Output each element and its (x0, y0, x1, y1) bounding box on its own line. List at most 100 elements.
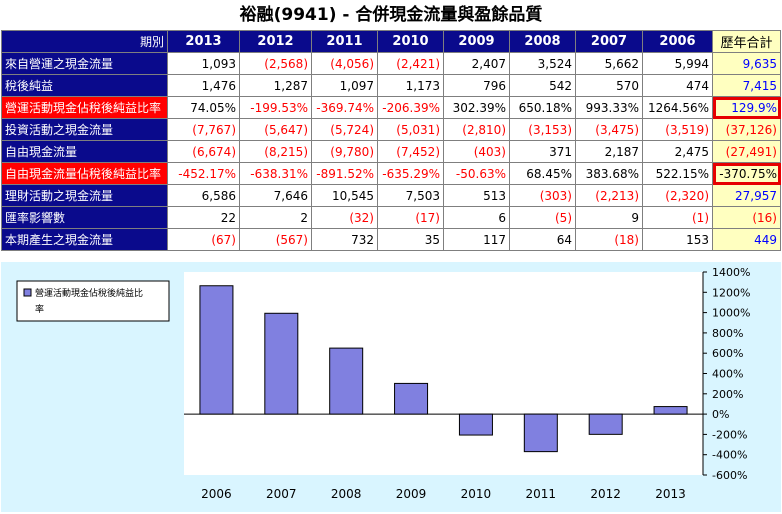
table-cell: 5,994 (642, 52, 713, 75)
row-label: 理財活動之現金流量 (1, 184, 168, 207)
table-cell: (5,647) (239, 118, 312, 141)
table-cell: 6 (443, 206, 510, 229)
chart-panel: 1400% 1200% 1000% 800% 600% 400% 200% 0% -200% -4… (1, 262, 781, 512)
table-cell: (8,215) (239, 140, 312, 163)
table-cell: (2,213) (575, 184, 643, 207)
table-cell: -369.74% (311, 96, 378, 119)
table-cell: (6,674) (167, 140, 240, 163)
table-cell: 117 (443, 228, 510, 251)
table-cell: 5,662 (575, 52, 643, 75)
page-title: 裕融(9941) - 合併現金流量與盈餘品質 (239, 5, 543, 25)
table-cell: 1,476 (167, 74, 240, 97)
total-cell: (27,491) (712, 140, 781, 163)
table-row: 營運活動現金佔稅後純益比率 74.05% -199.53% -369.74% -206.… (1, 96, 781, 119)
row-label: 匯率影響數 (1, 206, 168, 229)
table-cell: (2,568) (239, 52, 312, 75)
total-cell: 9,635 (712, 52, 781, 75)
table-cell: (67) (167, 228, 240, 251)
legend-box (16, 280, 170, 322)
table-cell: 2 (239, 206, 312, 229)
table-cell: 474 (642, 74, 713, 97)
table-cell: (3,153) (509, 118, 576, 141)
table-cell: 6,586 (167, 184, 240, 207)
table-cell: 7,503 (377, 184, 444, 207)
x-tick-label: 2009 (396, 487, 427, 501)
x-tick-label: 2010 (461, 487, 492, 501)
row-label: 稅後純益 (1, 74, 168, 97)
table-cell: 74.05% (167, 96, 240, 119)
table-cell: 1,287 (239, 74, 312, 97)
total-cell: 27,957 (712, 184, 781, 207)
y-tick-label: -400% (712, 449, 747, 462)
table-cell: (1) (642, 206, 713, 229)
table-row: 稅後純益 1,476 1,287 1,097 1,173 796 542 570 474 7,41… (1, 74, 781, 97)
period-header: 期別 (1, 30, 168, 53)
table-cell: (2,421) (377, 52, 444, 75)
total-cell: -370.75% (712, 162, 781, 185)
row-label: 營運活動現金佔稅後純益比率 (1, 96, 168, 119)
table-cell: 522.15% (642, 162, 713, 185)
row-label: 自由現金流量佔稅後純益比率 (1, 162, 168, 185)
table-cell: (5,724) (311, 118, 378, 141)
y-tick-label: 1000% (712, 307, 750, 320)
total-cell: (16) (712, 206, 781, 229)
table-cell: (32) (311, 206, 378, 229)
table-cell: (5) (509, 206, 576, 229)
y-tick-label: -600% (712, 469, 747, 482)
row-label: 來自營運之現金流量 (1, 52, 168, 75)
data-bar (458, 413, 493, 436)
total-cell: 7,415 (712, 74, 781, 97)
x-tick-label: 2013 (655, 487, 686, 501)
table-cell: 22 (167, 206, 240, 229)
x-tick-label: 2008 (331, 487, 362, 501)
table-cell: 796 (443, 74, 510, 97)
table-cell: (2,320) (642, 184, 713, 207)
table-cell: -452.17% (167, 162, 240, 185)
table-cell: 10,545 (311, 184, 378, 207)
year-header: 2008 (509, 30, 576, 53)
x-tick-label: 2012 (590, 487, 621, 501)
table-cell: (4,056) (311, 52, 378, 75)
table-cell: 2,407 (443, 52, 510, 75)
y-tick-label: 0% (712, 408, 729, 421)
table-cell: -199.53% (239, 96, 312, 119)
table-cell: 542 (509, 74, 576, 97)
table-cell: 1,093 (167, 52, 240, 75)
year-header: 2009 (443, 30, 510, 53)
table-cell: 1,173 (377, 74, 444, 97)
legend-swatch (23, 288, 32, 297)
total-cell: (37,126) (712, 118, 781, 141)
table-cell: 7,646 (239, 184, 312, 207)
table-cell: -891.52% (311, 162, 378, 185)
y-tick-label: 1400% (712, 266, 750, 279)
row-label: 投資活動之現金流量 (1, 118, 168, 141)
table-header-row: 期別 2013 2012 2011 2010 2009 2008 2007 20… (1, 30, 781, 53)
total-cell: 129.9% (712, 96, 781, 119)
year-header: 2006 (642, 30, 713, 53)
table-cell: (3,519) (642, 118, 713, 141)
row-label: 自由現金流量 (1, 140, 168, 163)
table-row: 自由現金流量佔稅後純益比率 -452.17% -638.31% -891.52% -63… (1, 162, 781, 185)
y-tick-label: -200% (712, 428, 747, 441)
table-cell: 35 (377, 228, 444, 251)
table-cell: (18) (575, 228, 643, 251)
year-header: 2013 (167, 30, 240, 53)
data-bar (264, 312, 299, 415)
table-cell: 513 (443, 184, 510, 207)
table-cell: (17) (377, 206, 444, 229)
bar-chart: 1400% 1200% 1000% 800% 600% 400% 200% 0% -200% -4… (16, 266, 750, 501)
table-row: 投資活動之現金流量 (7,767) (5,647) (5,724) (5,031) (2,… (1, 118, 781, 141)
y-tick-label: 800% (712, 327, 743, 340)
table-row: 理財活動之現金流量 6,586 7,646 10,545 7,503 513 (303) (2… (1, 184, 781, 207)
table-cell: (7,452) (377, 140, 444, 163)
table-cell: 383.68% (575, 162, 643, 185)
legend-label: 率 (35, 303, 44, 315)
financial-table: 期別 2013 2012 2011 2010 2009 2008 2007 20… (1, 30, 781, 251)
table-row: 匯率影響數 22 2 (32) (17) 6 (5) 9 (1) (16) (1, 206, 781, 229)
table-cell: (5,031) (377, 118, 444, 141)
table-cell: 650.18% (509, 96, 576, 119)
table-cell: 371 (509, 140, 576, 163)
data-bar (329, 347, 364, 415)
table-cell: 1264.56% (642, 96, 713, 119)
table-cell: (567) (239, 228, 312, 251)
